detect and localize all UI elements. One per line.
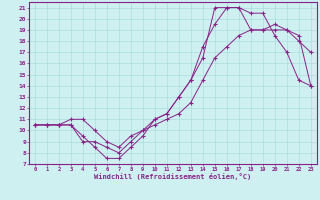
X-axis label: Windchill (Refroidissement éolien,°C): Windchill (Refroidissement éolien,°C) xyxy=(94,173,252,180)
